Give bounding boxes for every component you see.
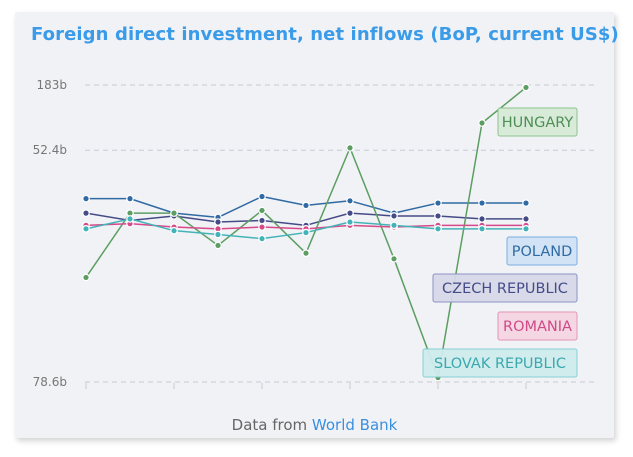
data-point-czech-republic [346,209,354,217]
source-link[interactable]: World Bank [311,416,398,434]
data-point-hungary [346,144,354,152]
series-label-poland: POLAND [512,244,573,260]
source-prefix: Data from [231,416,312,434]
data-point-hungary [214,241,222,250]
data-point-poland [82,194,90,203]
data-point-slovak-republic [434,225,442,233]
series-label-box-czech-republic [432,273,578,303]
data-point-slovak-republic [346,218,354,226]
data-point-poland [478,199,486,207]
data-point-poland [434,199,442,207]
data-point-poland [522,199,530,207]
line-chart: 183b 52.4b 78.6b POLAND CZECH REPUBLIC HUNGAR… [33,78,595,389]
data-point-hungary [390,255,398,263]
data-point-czech-republic [82,209,90,217]
data-point-poland [346,196,354,205]
data-point-slovak-republic [302,228,310,237]
series-label-box-poland [506,236,578,266]
data-point-hungary [522,83,530,92]
data-point-czech-republic [522,215,530,223]
series-label-hungary: HUNGARY [502,115,574,131]
data-point-czech-republic [478,215,486,223]
series-label-box-romania [497,311,578,341]
series-label-box-hungary [497,107,578,137]
data-point-slovak-republic [258,234,266,243]
data-point-slovak-republic [82,225,90,233]
data-point-hungary [82,273,90,282]
series-label-box-slovak-republic [422,348,578,378]
series-label-czech-republic: CZECH REPUBLIC [442,281,568,297]
data-point-hungary [302,249,310,257]
data-point-czech-republic [214,218,222,226]
data-point-hungary [478,119,486,127]
y-tick-label: 52.4b [33,143,67,157]
data-point-poland [302,201,310,210]
data-point-romania [258,223,266,231]
source-note: Data from World Bank [15,416,614,434]
series-label-slovak-republic: SLOVAK REPUBLIC [434,356,566,372]
chart-card: Foreign direct investment, net inflows (… [15,12,619,438]
y-tick-label: 183b [36,78,67,92]
data-point-hungary [170,209,178,217]
data-point-hungary [258,206,266,215]
data-point-czech-republic [258,216,266,225]
data-point-poland [126,194,134,203]
data-point-poland [258,192,266,201]
data-point-slovak-republic [214,230,222,239]
data-point-czech-republic [390,212,398,220]
data-point-czech-republic [434,212,442,220]
data-point-slovak-republic [126,215,134,223]
chart-title: Foreign direct investment, net inflows (… [31,24,619,45]
data-point-slovak-republic [522,225,530,233]
data-point-slovak-republic [390,221,398,230]
y-tick-label: 78.6b [33,375,67,389]
data-point-slovak-republic [170,226,178,235]
data-point-slovak-republic [478,225,486,233]
series-label-romania: ROMANIA [503,319,572,335]
